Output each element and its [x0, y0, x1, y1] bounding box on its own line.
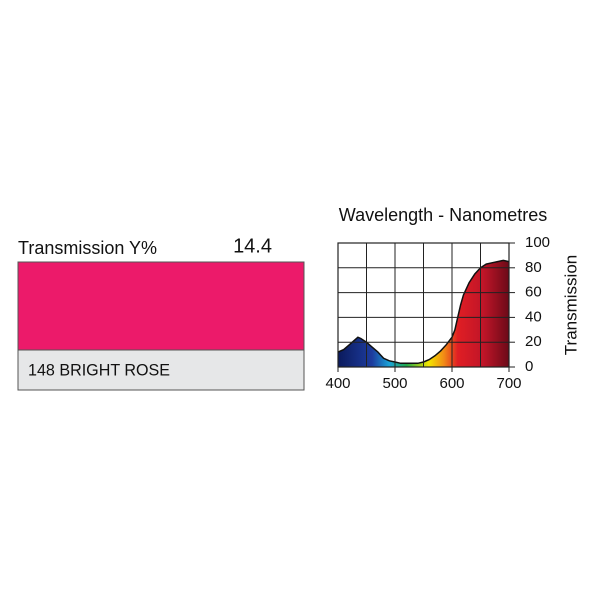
y-axis-title: Transmission: [561, 255, 580, 355]
y-tick-label: 20: [525, 333, 542, 350]
transmission-label: Transmission Y%: [18, 238, 157, 258]
x-tick-label: 500: [382, 375, 407, 392]
name-box: [17, 349, 305, 391]
plot-frame: [337, 242, 510, 368]
chart-title: Wavelength - Nanometres: [339, 205, 547, 225]
x-tick-label: 700: [496, 375, 521, 392]
x-tick-label: 600: [439, 375, 464, 392]
x-tick-label: 400: [325, 375, 350, 392]
spectrum-area: [338, 260, 509, 367]
transmission-value: 14.4: [233, 235, 272, 257]
color-swatch: [17, 261, 305, 351]
y-tick-label: 80: [525, 259, 542, 276]
y-tick-label: 100: [525, 234, 550, 251]
filter-name: 148 BRIGHT ROSE: [28, 360, 170, 379]
y-tick-label: 40: [525, 308, 542, 325]
spectrum-line: [337, 259, 510, 365]
y-tick-label: 60: [525, 284, 542, 301]
y-tick-label: 0: [525, 358, 533, 375]
